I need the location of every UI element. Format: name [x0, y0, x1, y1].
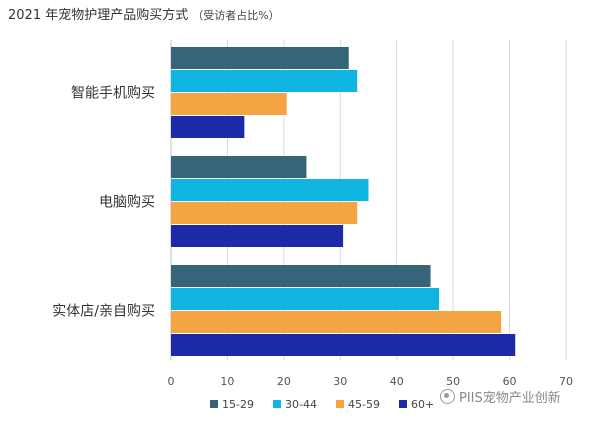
legend-swatch [399, 400, 407, 408]
x-tick-label: 60 [503, 375, 517, 388]
bar [171, 311, 502, 333]
legend-swatch [273, 400, 281, 408]
x-tick-label: 20 [277, 375, 291, 388]
chart-title: 2021 年宠物护理产品购买方式 （受访者占比%） [8, 4, 280, 23]
bar [171, 156, 307, 178]
legend-label: 15-29 [222, 398, 254, 411]
legend-swatch [210, 400, 218, 408]
bar [171, 70, 358, 92]
chart-title-text: 2021 年宠物护理产品购买方式 [8, 8, 189, 23]
chart-subtitle: （受访者占比%） [192, 9, 280, 22]
bar [171, 116, 245, 138]
x-tick-label: 40 [390, 375, 404, 388]
x-tick-label: 30 [333, 375, 347, 388]
watermark-text: PIIS宠物产业创新 [459, 391, 561, 406]
legend-label: 60+ [411, 398, 434, 411]
x-tick-label: 10 [220, 375, 234, 388]
category-label: 实体店/亲自购买 [52, 304, 155, 320]
wechat-icon [440, 389, 455, 404]
bar [171, 288, 440, 310]
legend-swatch [336, 400, 344, 408]
legend-label: 45-59 [348, 398, 380, 411]
category-label: 电脑购买 [99, 195, 155, 211]
bar [171, 93, 287, 115]
bar [171, 225, 344, 247]
bar [171, 265, 431, 287]
bar [171, 179, 369, 201]
x-tick-label: 70 [559, 375, 573, 388]
bar [171, 202, 358, 224]
legend-label: 30-44 [285, 398, 317, 411]
bar [171, 334, 516, 356]
watermark: PIIS宠物产业创新 [440, 387, 561, 406]
x-tick-label: 50 [446, 375, 460, 388]
category-label: 智能手机购买 [71, 86, 155, 102]
x-tick-label: 0 [168, 375, 175, 388]
bar [171, 47, 349, 69]
